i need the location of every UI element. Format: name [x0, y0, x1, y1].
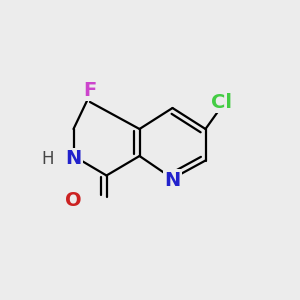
Text: F: F: [83, 80, 97, 100]
Text: Cl: Cl: [212, 92, 233, 112]
Text: N: N: [65, 149, 82, 169]
Text: O: O: [65, 191, 82, 211]
Text: H: H: [42, 150, 54, 168]
Text: N: N: [164, 170, 181, 190]
